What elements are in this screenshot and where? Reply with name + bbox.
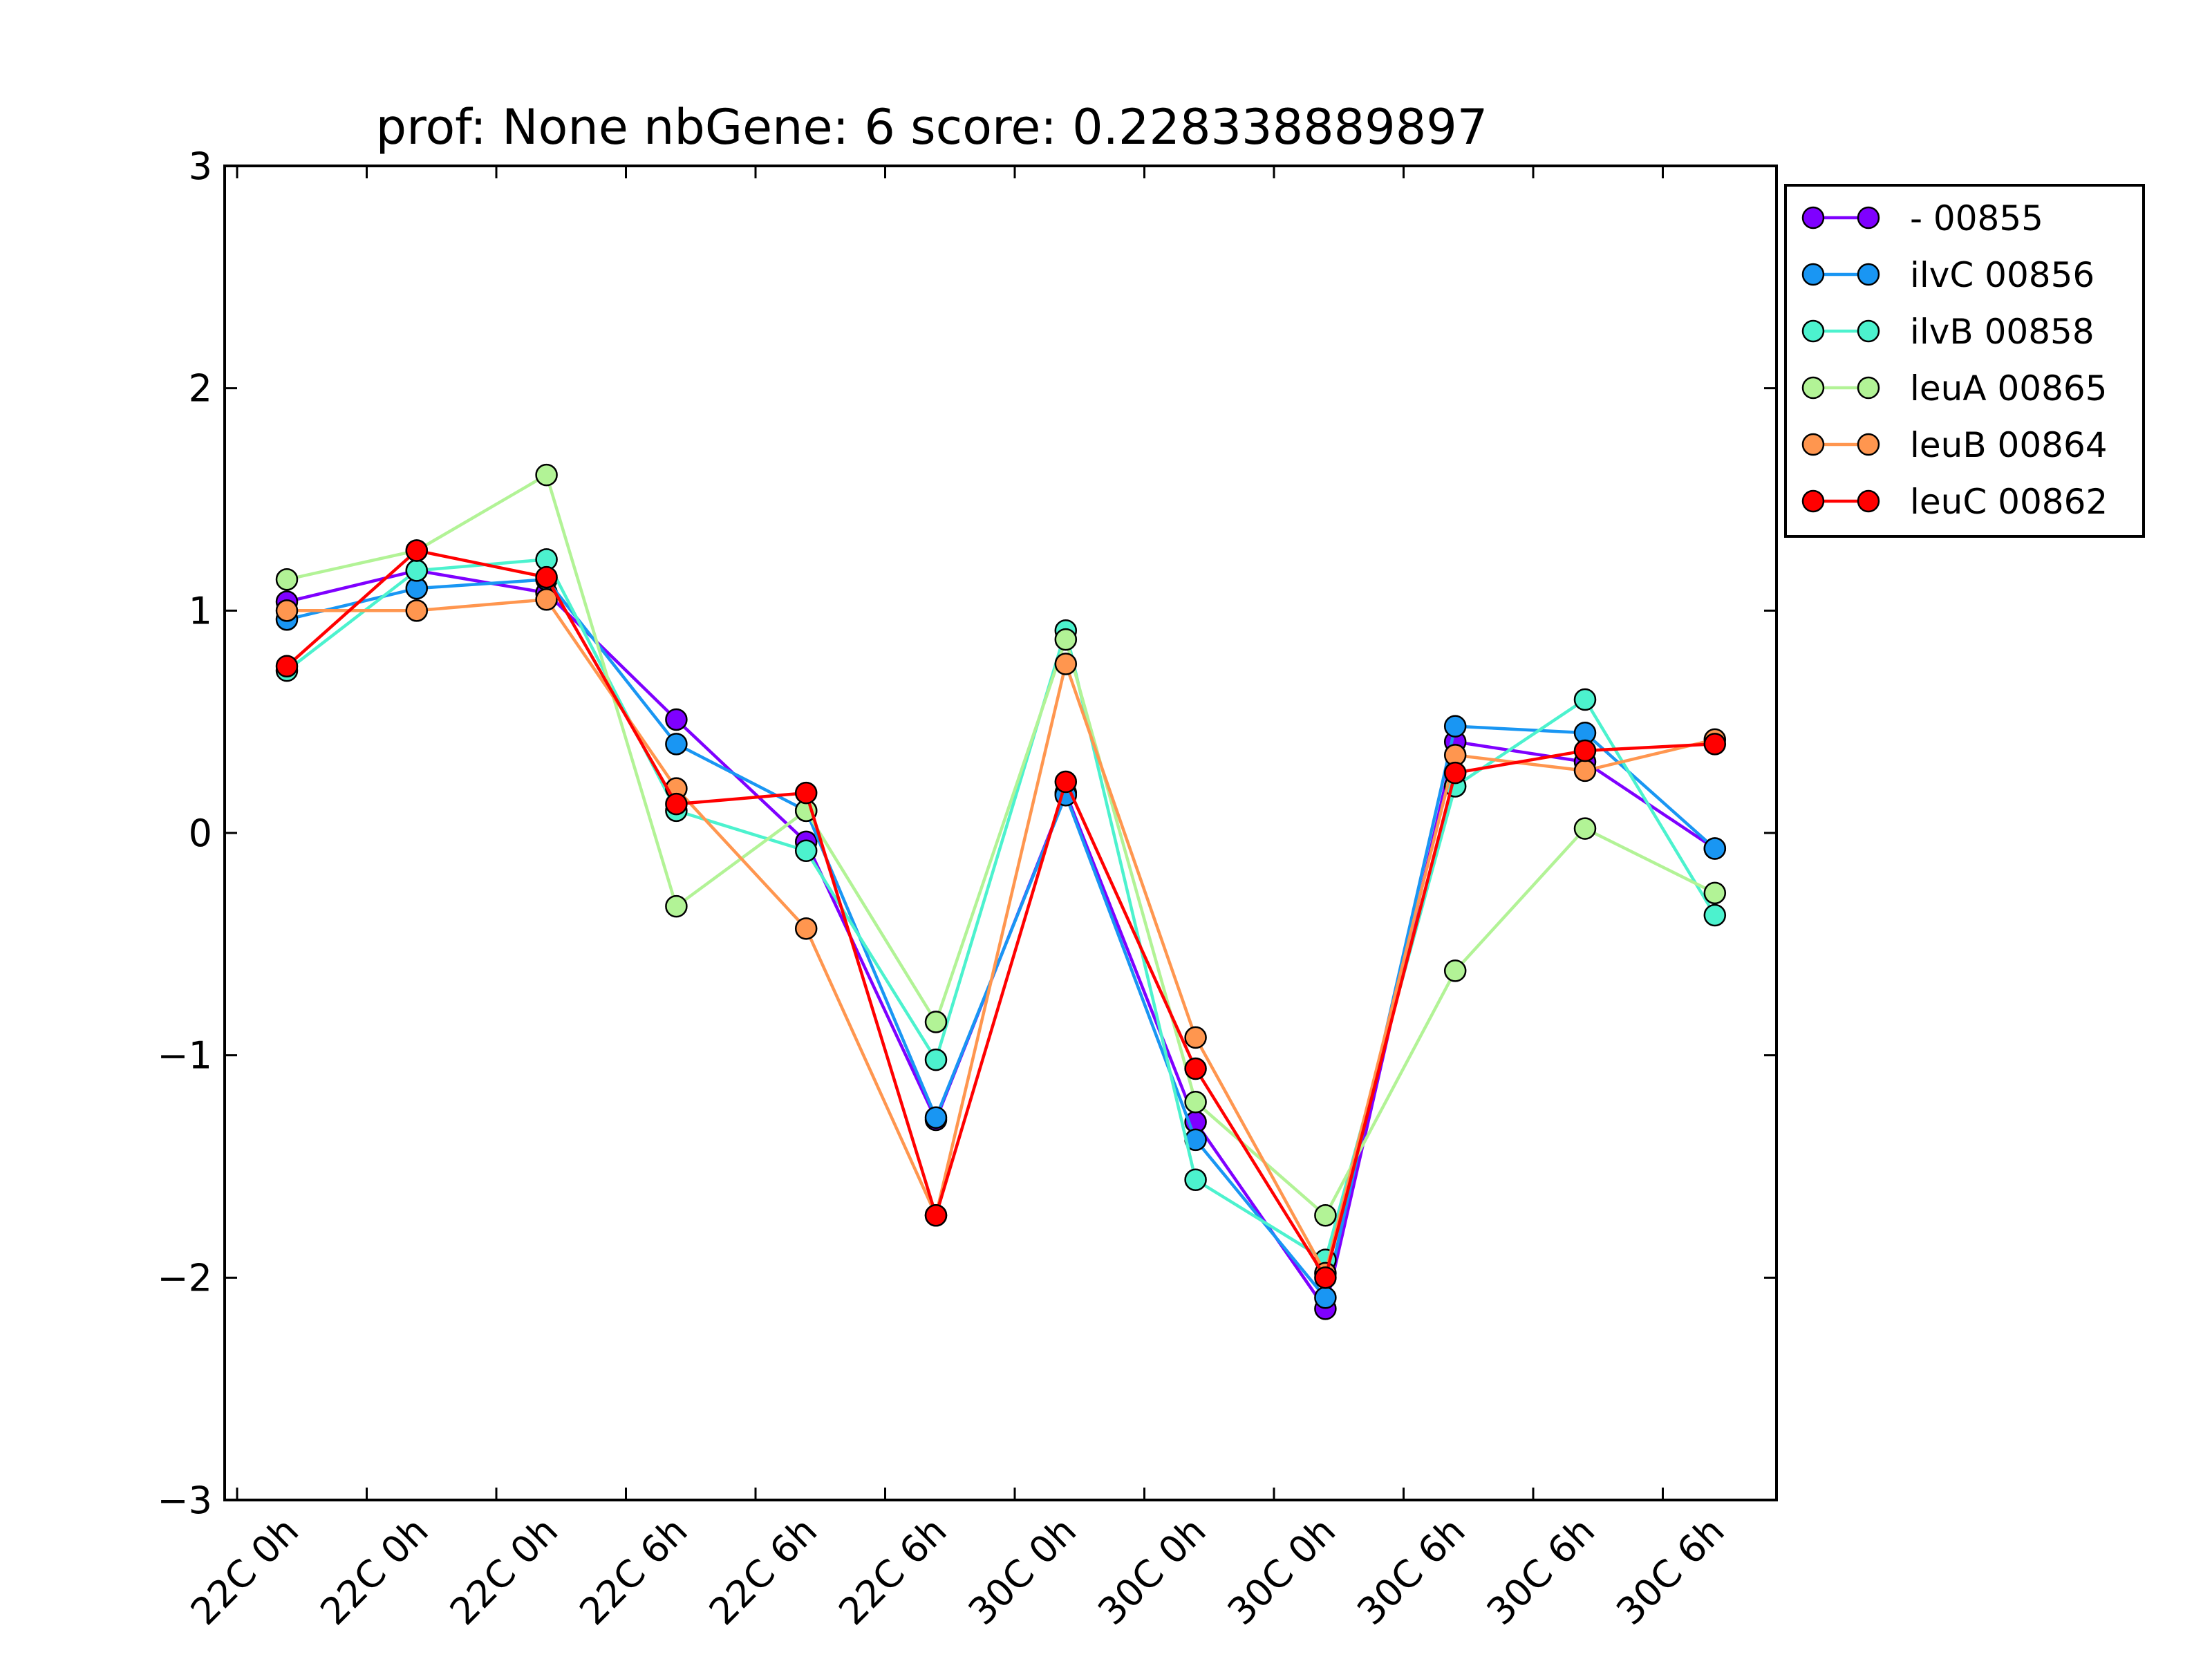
series-5-point-4: [794, 781, 818, 805]
series-4-point-4: [794, 917, 818, 940]
legend-marker-right-1: [1857, 263, 1880, 286]
series-2-point-11: [1703, 903, 1727, 927]
x-tick-label-5: 22C 6h: [830, 1509, 955, 1633]
y-tick-label-5: 2: [189, 367, 212, 411]
series-line-4: [287, 597, 1716, 1278]
legend-label-5: leuC 00862: [1910, 482, 2108, 522]
legend-marker-left-0: [1801, 206, 1825, 229]
series-5-point-8: [1314, 1266, 1337, 1289]
series-1-point-11: [1703, 837, 1727, 860]
series-5-point-11: [1703, 733, 1727, 756]
legend-box: [1784, 184, 2145, 538]
series-4-point-7: [1184, 1026, 1207, 1049]
plot-series: [275, 463, 1727, 1320]
y-tick-label-2: −1: [157, 1034, 212, 1078]
legend-label-0: - 00855: [1910, 198, 2043, 238]
series-4-point-6: [1054, 653, 1078, 675]
series-3-point-0: [275, 568, 299, 591]
series-line-1: [286, 577, 1716, 1302]
x-tick-label-11: 30C 6h: [1608, 1509, 1732, 1633]
legend-marker-left-5: [1801, 489, 1825, 513]
x-tick-label-8: 30C 0h: [1219, 1509, 1344, 1633]
series-3: [275, 463, 1727, 1227]
series-5-point-10: [1573, 739, 1597, 762]
legend-marker-right-3: [1857, 376, 1880, 400]
series-4-point-1: [405, 599, 429, 622]
x-tick-label-9: 30C 6h: [1349, 1509, 1473, 1633]
series-4-point-0: [275, 599, 299, 622]
y-tick-label-3: 0: [189, 812, 212, 855]
series-2: [275, 548, 1727, 1271]
series-5-point-0: [275, 655, 299, 677]
series-4-point-10: [1573, 759, 1597, 782]
x-tick-label-3: 22C 6h: [571, 1509, 695, 1633]
series-line-2: [285, 557, 1716, 1263]
series-5-point-9: [1443, 761, 1467, 785]
series-3-point-2: [535, 463, 558, 487]
series-1-point-3: [665, 733, 688, 756]
y-tick-label-1: −2: [157, 1256, 212, 1300]
series-1-point-9: [1443, 715, 1467, 738]
series-2-point-10: [1573, 688, 1597, 711]
series-5: [275, 539, 1727, 1289]
series-5-point-6: [1054, 770, 1078, 794]
series-5-point-7: [1184, 1057, 1207, 1080]
y-tick-label-0: −3: [157, 1479, 212, 1522]
y-tick-label-6: 3: [189, 144, 212, 188]
x-tick-label-6: 30C 0h: [960, 1509, 1085, 1633]
legend-marker-right-0: [1857, 206, 1880, 229]
series-2-point-4: [794, 839, 818, 862]
legend: - 00855 ilvC 00856 ilvB 00858 leuA 00865 leu…: [1784, 184, 2145, 538]
plot-frame: [223, 165, 1778, 1501]
x-tick-label-7: 30C 0h: [1089, 1509, 1214, 1633]
series-5-point-3: [665, 792, 688, 816]
series-1-point-8: [1314, 1286, 1337, 1309]
y-tick-label-4: 1: [189, 589, 212, 632]
legend-marker-left-4: [1801, 433, 1825, 456]
legend-label-4: leuB 00864: [1910, 425, 2108, 465]
series-4-point-2: [535, 588, 558, 611]
series-3-point-7: [1184, 1090, 1207, 1114]
legend-label-3: leuA 00865: [1910, 368, 2108, 409]
legend-marker-right-5: [1857, 489, 1880, 513]
series-2-point-7: [1184, 1168, 1207, 1192]
x-tick-label-1: 22C 0h: [312, 1509, 436, 1633]
legend-label-1: ilvC 00856: [1910, 255, 2094, 295]
legend-marker-left-2: [1801, 319, 1825, 343]
x-tick-label-2: 22C 0h: [442, 1509, 566, 1633]
series-5-point-2: [535, 565, 558, 589]
x-tick-label-0: 22C 0h: [182, 1509, 307, 1633]
series-1-point-5: [924, 1106, 948, 1129]
legend-marker-right-4: [1857, 433, 1880, 456]
legend-marker-left-3: [1801, 376, 1825, 400]
series-3-point-10: [1573, 817, 1597, 840]
x-tick-label-10: 30C 6h: [1479, 1509, 1603, 1633]
series-3-point-11: [1703, 881, 1727, 905]
series-3-point-3: [665, 894, 688, 918]
series-0-point-3: [665, 708, 688, 731]
series-3-point-9: [1443, 959, 1467, 982]
series-3-point-5: [924, 1011, 948, 1033]
legend-label-2: ilvB 00858: [1910, 312, 2094, 352]
chart-title: prof: None nbGene: 6 score: 0.2283388898…: [376, 99, 1488, 156]
series-4: [275, 588, 1727, 1285]
series-2-point-1: [405, 559, 429, 582]
legend-marker-right-2: [1857, 319, 1880, 343]
series-3-point-8: [1314, 1204, 1337, 1227]
series-line-5: [285, 549, 1715, 1282]
series-5-point-5: [924, 1204, 948, 1227]
legend-marker-left-1: [1801, 263, 1825, 286]
series-3-point-6: [1054, 628, 1078, 651]
series-2-point-5: [924, 1048, 948, 1071]
series-line-3: [286, 472, 1716, 1218]
series-5-point-1: [405, 539, 429, 562]
x-tick-label-4: 22C 6h: [701, 1509, 825, 1633]
